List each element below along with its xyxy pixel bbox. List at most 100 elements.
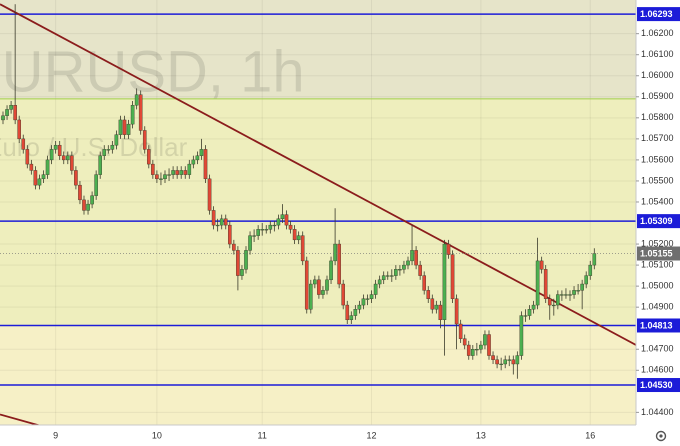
candle-body <box>313 279 317 285</box>
level-label: 1.04813 <box>640 320 673 330</box>
candle-body <box>535 260 540 306</box>
candle-body <box>337 243 341 285</box>
candle-body <box>394 269 398 276</box>
candle-body <box>183 170 188 175</box>
candle-body <box>82 199 86 211</box>
candle-body <box>118 119 123 135</box>
x-tick-label: 10 <box>152 430 162 440</box>
candle-body <box>288 224 293 230</box>
candle-body <box>519 315 524 356</box>
gear[interactable] <box>655 430 667 442</box>
candle-body <box>215 224 220 227</box>
candle-body <box>207 178 212 211</box>
y-tick-label: 1.05400 <box>641 196 674 206</box>
candle-body <box>446 243 451 255</box>
candle-body <box>21 138 26 150</box>
candle-body <box>333 243 337 262</box>
candle-body <box>568 294 572 296</box>
candle-body <box>511 359 516 365</box>
candle-body <box>523 315 528 317</box>
candle-body <box>483 334 487 346</box>
last-price-label: 1.05155 <box>640 248 673 258</box>
candle-body <box>402 264 406 270</box>
candle-body <box>552 304 556 307</box>
candle-body <box>240 269 244 276</box>
y-tick-label: 1.06100 <box>641 49 674 59</box>
y-tick-label: 1.05000 <box>641 281 674 291</box>
candle-body <box>159 178 163 180</box>
y-tick-label: 1.06000 <box>641 70 674 80</box>
y-tick-label: 1.04900 <box>641 302 674 312</box>
candle-body <box>232 243 236 251</box>
candle-body <box>13 104 17 121</box>
background-zone <box>0 0 636 99</box>
candle-body <box>284 214 289 226</box>
candle-body <box>503 359 508 365</box>
y-tick-label: 1.04700 <box>641 344 674 354</box>
candle-body <box>377 279 382 285</box>
candle-body <box>309 283 313 310</box>
candle-body <box>300 235 305 262</box>
y-tick-label: 1.05600 <box>641 154 674 164</box>
candle-body <box>264 229 269 231</box>
candle-body <box>329 260 333 281</box>
candle-body <box>223 218 228 226</box>
gear-center[interactable] <box>659 434 663 438</box>
candle-body <box>385 275 390 277</box>
background-zone <box>0 325 636 425</box>
candle-body <box>349 315 354 321</box>
x-tick-label: 12 <box>367 430 377 440</box>
candle-body <box>430 298 435 310</box>
candle-body <box>45 159 50 175</box>
candle-body <box>442 243 447 321</box>
candle-body <box>33 170 38 186</box>
candle-body <box>353 309 358 316</box>
candle-body <box>122 119 127 135</box>
y-tick-label: 1.05800 <box>641 112 674 122</box>
x-tick-label: 11 <box>258 430 267 440</box>
candle-body <box>248 235 252 251</box>
candle-body <box>256 229 260 236</box>
candle-body <box>203 149 208 180</box>
candle-body <box>151 163 155 175</box>
level-label-bg <box>637 378 680 393</box>
candle-body <box>244 250 248 270</box>
candle-body <box>560 294 564 296</box>
level-label-bg <box>637 7 680 22</box>
x-tick-label: 16 <box>585 430 595 440</box>
x-tick-label: 9 <box>53 430 58 440</box>
settings-icon[interactable] <box>655 430 667 442</box>
candle-body <box>37 178 42 186</box>
candle-body <box>422 275 427 291</box>
y-tick-label: 1.05200 <box>641 238 674 248</box>
candle-body <box>146 149 151 165</box>
candle-body <box>414 250 418 266</box>
candle-body <box>398 269 402 271</box>
candle-body <box>199 149 204 156</box>
candle-body <box>572 290 576 295</box>
y-tick-label: 1.05100 <box>641 259 674 269</box>
candle-body <box>268 224 273 230</box>
candle-body <box>17 119 22 140</box>
y-tick-label: 1.05900 <box>641 91 674 101</box>
candle-body <box>41 174 46 180</box>
level-label: 1.06293 <box>640 9 673 19</box>
candle-body <box>78 184 82 201</box>
candle-body <box>543 269 548 299</box>
candle-body <box>321 290 325 295</box>
candle-body <box>365 298 370 300</box>
candle-body <box>211 210 216 226</box>
candle-body <box>25 149 30 165</box>
y-tick-label: 1.04600 <box>641 365 674 375</box>
candle-body <box>531 304 536 310</box>
candle-body <box>515 355 520 365</box>
candle-body <box>576 290 580 292</box>
candle-body <box>507 359 512 361</box>
candle-body <box>458 323 463 339</box>
candle-body <box>434 304 439 310</box>
candle-body <box>130 104 135 125</box>
candle-body <box>167 174 171 176</box>
candle-body <box>426 290 431 299</box>
candle-body <box>272 224 277 227</box>
